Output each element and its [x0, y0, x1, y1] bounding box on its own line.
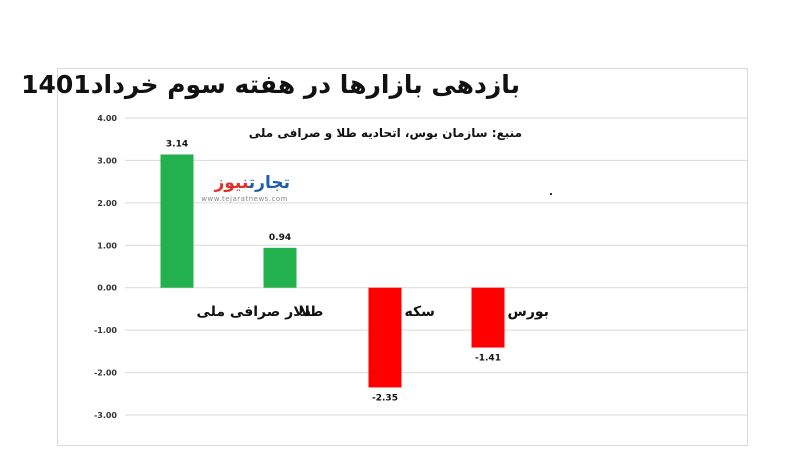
category-label: بورس	[508, 304, 549, 320]
chart-subtitle: منبع: سازمان بوس، اتحادیه طلا و صرافی مل…	[248, 126, 522, 140]
logo-word-1: تجارت	[248, 173, 290, 193]
category-label: طلا	[300, 304, 324, 320]
logo-wordmark: تجارتنیوز	[214, 173, 290, 193]
category-label: سکه	[405, 304, 435, 320]
category-label: دلار صرافی ملی	[197, 304, 311, 320]
logo-url: www.tejaratnews.com	[201, 195, 288, 203]
y-tick-label: -3.00	[94, 411, 117, 420]
y-tick-label: 4.00	[97, 114, 117, 123]
y-tick-label: 2.00	[97, 199, 117, 208]
bar	[368, 287, 402, 388]
data-label: 3.14	[166, 139, 188, 149]
y-tick-label: -1.00	[94, 326, 117, 335]
bar	[471, 287, 505, 348]
y-tick-label: 1.00	[97, 241, 117, 250]
bar	[263, 247, 297, 288]
bar	[160, 154, 194, 288]
stray-dot	[550, 193, 552, 195]
data-label: 0.94	[269, 233, 291, 243]
tejaratnews-logo: تجارتنیوز www.tejaratnews.com	[200, 173, 290, 205]
logo-word-2: نیوز	[214, 173, 249, 193]
y-tick-label: 3.00	[97, 156, 117, 165]
y-tick-label: -2.00	[94, 369, 117, 378]
y-tick-label: 0.00	[97, 284, 117, 293]
data-label: -1.41	[475, 354, 501, 364]
chart-title: بازدهی بازارها در هفته سوم خرداد1401	[21, 70, 520, 99]
data-label: -2.35	[372, 393, 398, 403]
